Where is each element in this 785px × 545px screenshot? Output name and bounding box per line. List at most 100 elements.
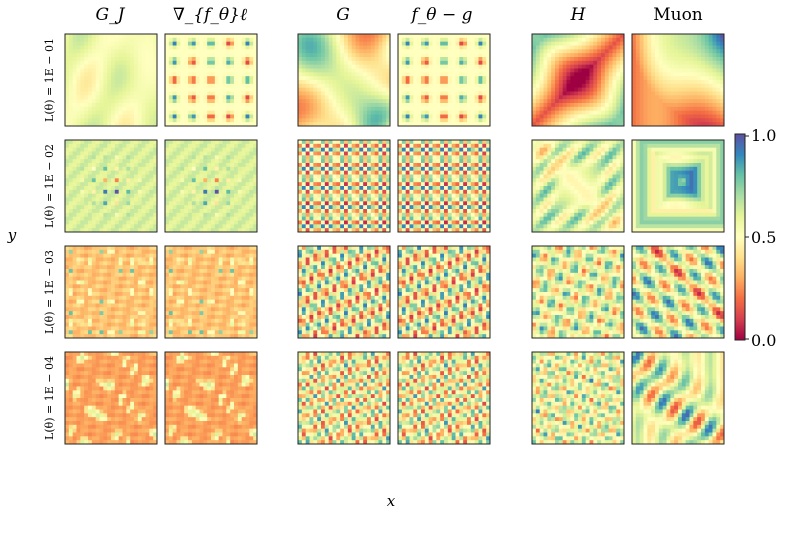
heatmap-cell: [689, 99, 694, 104]
heatmap-cell: [134, 189, 139, 195]
heatmap-cell: [172, 53, 177, 58]
heatmap-cell: [674, 80, 679, 85]
heatmap-cell: [241, 155, 246, 160]
heatmap-cell: [685, 122, 690, 127]
heatmap-cell: [440, 103, 445, 108]
heatmap-cell: [612, 110, 617, 115]
column-title-h: H: [570, 5, 587, 25]
heatmap-cell: [91, 147, 97, 152]
heatmap-cell: [301, 189, 307, 195]
heatmap-cell: [558, 103, 564, 108]
heatmap-cell: [612, 53, 617, 58]
heatmap-cell: [601, 95, 606, 100]
heatmap-cell: [340, 68, 345, 73]
heatmap-cell: [153, 49, 158, 54]
heatmap-cell: [137, 182, 143, 187]
heatmap-cell: [562, 110, 567, 115]
heatmap-cell: [639, 91, 644, 96]
heatmap-cell: [601, 37, 606, 43]
heatmap-cell: [551, 76, 556, 81]
heatmap-cell: [249, 163, 254, 168]
heatmap-cell: [574, 83, 579, 89]
heatmap-cell: [301, 106, 307, 112]
heatmap-cell: [359, 140, 364, 145]
heatmap-cell: [237, 103, 243, 108]
heatmap-cell: [581, 68, 587, 73]
heatmap-cell: [153, 193, 158, 198]
heatmap-cell: [589, 45, 594, 50]
heatmap-cell: [547, 34, 552, 39]
heatmap-cell: [165, 170, 170, 175]
heatmap-cell: [253, 72, 258, 77]
heatmap-cell: [249, 83, 254, 89]
heatmap-cell: [382, 118, 387, 123]
heatmap-cell: [355, 151, 360, 156]
heatmap-cell: [455, 83, 460, 89]
heatmap-cell: [566, 49, 571, 54]
heatmap-cell: [65, 68, 70, 73]
heatmap-cell: [321, 80, 326, 85]
heatmap-cell: [467, 45, 472, 50]
heatmap-cell: [482, 45, 487, 50]
heatmap-cell: [704, 87, 710, 92]
heatmap-cell: [172, 151, 177, 156]
heatmap-cell: [165, 87, 170, 92]
heatmap-cell: [678, 64, 683, 69]
heatmap-cell: [172, 99, 177, 104]
heatmap-cell: [137, 209, 143, 214]
heatmap-cell: [91, 212, 97, 218]
heatmap-cell: [153, 34, 158, 39]
heatmap-cell: [111, 178, 116, 183]
heatmap-cell: [134, 209, 139, 214]
heatmap-cell: [245, 122, 250, 127]
heatmap-cell: [245, 143, 250, 149]
heatmap-cell: [253, 197, 258, 202]
heatmap-cell: [230, 201, 235, 206]
heatmap-cell: [237, 34, 243, 39]
heatmap-cell: [149, 122, 154, 127]
heatmap-cell: [593, 114, 598, 119]
heatmap-cell: [704, 53, 710, 58]
heatmap-cell: [76, 41, 81, 46]
heatmap-cell: [482, 60, 487, 66]
heatmap-cell: [309, 95, 314, 100]
heatmap-cell: [218, 114, 223, 119]
heatmap-cell: [211, 83, 216, 89]
heatmap-cell: [118, 140, 123, 145]
heatmap-cell: [191, 189, 197, 195]
heatmap-cell: [551, 106, 556, 112]
heatmap-cell: [222, 166, 227, 172]
heatmap-cell: [68, 72, 74, 77]
heatmap-cell: [367, 110, 372, 115]
heatmap-cell: [207, 53, 212, 58]
heatmap-cell: [237, 151, 243, 156]
heatmap-cell: [539, 68, 544, 73]
heatmap-cell: [88, 186, 93, 191]
heatmap-cell: [68, 80, 74, 85]
heatmap-cell: [324, 106, 330, 112]
heatmap-cell: [103, 143, 108, 149]
heatmap-cell: [336, 49, 341, 54]
heatmap-cell: [165, 80, 170, 85]
heatmap-cell: [84, 216, 89, 221]
heatmap-cell: [241, 110, 246, 115]
heatmap-cell: [211, 60, 216, 66]
heatmap-cell: [359, 80, 364, 85]
heatmap-cell: [317, 182, 322, 187]
heatmap-cell: [245, 205, 250, 210]
heatmap-cell: [118, 49, 123, 54]
heatmap-cell: [149, 201, 154, 206]
heatmap-cell: [336, 174, 341, 179]
heatmap-cell: [535, 103, 541, 108]
heatmap-cell: [566, 87, 571, 92]
heatmap-cell: [386, 166, 391, 172]
heatmap-cell: [689, 37, 694, 43]
heatmap-cell: [218, 174, 223, 179]
heatmap-cell: [716, 122, 721, 127]
heatmap-cell: [655, 87, 660, 92]
heatmap-cell: [608, 41, 613, 46]
heatmap-cell: [608, 68, 613, 73]
heatmap-cell: [226, 143, 231, 149]
heatmap-cell: [141, 34, 146, 39]
heatmap-cell: [662, 80, 667, 85]
